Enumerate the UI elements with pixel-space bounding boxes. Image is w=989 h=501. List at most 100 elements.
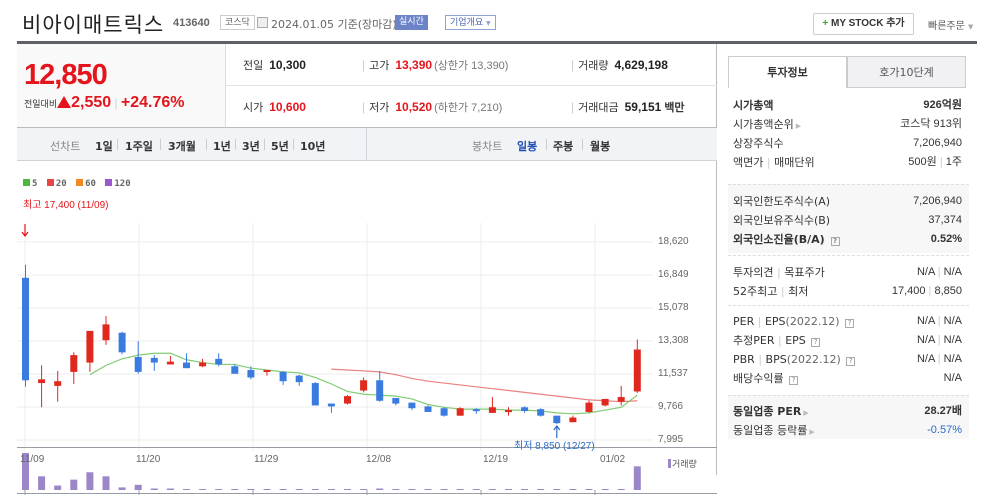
chevron-down-icon: ▼	[968, 23, 974, 31]
x-tick: 12/08	[366, 454, 392, 465]
info-row[interactable]: PER | EPS(2022.12) ? N/A | N/A	[728, 312, 969, 331]
volume-swatch	[668, 459, 671, 468]
info-label: 동일업종 PER ▶	[733, 405, 809, 418]
header-divider	[17, 41, 977, 44]
plus-icon: +	[822, 18, 829, 29]
volume: | 거래량 4,629,198	[571, 58, 668, 72]
info-label: 배당수익률 ?	[733, 369, 799, 388]
info-value: N/A | N/A	[916, 353, 962, 365]
info-row[interactable]: 추정PER | EPS ? N/A | N/A	[728, 331, 969, 350]
realtime-button[interactable]: 실시간	[395, 15, 428, 30]
period-10y[interactable]: 10년	[300, 140, 326, 153]
info-row: 외국인보유주식수(B) 37,374	[728, 211, 969, 230]
arrow-right-icon[interactable]: ▶	[803, 409, 809, 417]
help-icon[interactable]: ?	[846, 357, 856, 366]
high-price: | 고가 13,390 (상한가 13,390)	[362, 58, 509, 72]
y-tick: 9,766	[658, 401, 684, 412]
stats-row-1: 전일 10,300 | 고가 13,390 (상한가 13,390) | 거래량 4,629…	[226, 44, 717, 86]
info-row: 52주최고 | 최저 17,400 | 8,850	[728, 282, 969, 301]
help-icon[interactable]: ?	[789, 376, 799, 385]
ma5-swatch	[23, 179, 30, 186]
info-value: N/A | N/A	[916, 334, 962, 346]
market-badge: 코스닥	[220, 15, 255, 30]
chart-canvas[interactable]	[17, 161, 717, 501]
info-row: 외국인한도주식수(A) 7,206,940	[728, 192, 969, 211]
help-icon[interactable]: ?	[830, 237, 840, 246]
info-row[interactable]: 동일업종 등락률 ▶ -0.57%	[728, 421, 969, 440]
quote-panel: 12,850 전일대비 2,550 | +24.76% 전일 10,300 | 고가 13,…	[17, 44, 717, 495]
stats-row-2: 시가 10,600 | 저가 10,520 (하한가 7,210) | 거래대금 59,15…	[226, 86, 717, 128]
x-tick: 01/02	[600, 454, 626, 465]
info-value: N/A	[943, 372, 962, 384]
y-tick: 7,995	[658, 434, 684, 445]
industry-section: 동일업종 PER ▶ 28.27배 동일업종 등락률 ▶ -0.57%	[728, 395, 969, 439]
info-label: 투자의견 | 목표주가	[733, 266, 825, 279]
period-5y[interactable]: 5년	[271, 140, 289, 153]
info-label: 시가총액순위 ▶	[733, 118, 802, 131]
info-row[interactable]: 시가총액순위 ▶ 코스닥 913위	[728, 115, 969, 134]
tab-investment-info[interactable]: 투자정보	[728, 56, 847, 88]
period-weekly[interactable]: 주봉	[553, 140, 574, 153]
help-icon[interactable]: ?	[811, 338, 821, 347]
ma60-swatch	[76, 179, 84, 186]
prev-close: 전일 10,300	[243, 58, 306, 72]
period-monthly[interactable]: 월봉	[590, 140, 611, 153]
arrow-right-icon[interactable]: ▶	[795, 122, 802, 130]
info-label: PBR | BPS(2022.12) ?	[733, 350, 856, 369]
candlestick-chart[interactable]: 5 20 60 120 최고 17,400 (11/09) 최저 8,850 (…	[17, 161, 717, 495]
info-row[interactable]: 외국인소진율(B/A) ? 0.52%	[728, 230, 969, 249]
info-label: 외국인소진율(B/A) ?	[733, 230, 840, 249]
price-stats: 전일 10,300 | 고가 13,390 (상한가 13,390) | 거래량 4,629…	[226, 44, 717, 128]
stock-name: 비아이매트릭스	[22, 13, 165, 37]
info-row: 시가총액 926억원	[728, 96, 969, 115]
trade-value: | 거래대금 59,151 백만	[571, 100, 685, 114]
ma20-swatch	[46, 179, 54, 186]
y-tick: 15,078	[658, 302, 689, 313]
info-label: 시가총액	[733, 99, 774, 112]
info-value: 0.52%	[930, 233, 962, 245]
price-change: 전일대비 2,550 | +24.76%	[24, 94, 185, 112]
period-1w[interactable]: 1주일	[125, 140, 153, 153]
info-row[interactable]: 배당수익률 ? N/A	[728, 369, 969, 388]
info-label: PER | EPS(2022.12) ?	[733, 312, 855, 331]
period-1d[interactable]: 1일	[95, 140, 113, 153]
info-value: 17,400 | 8,850	[891, 285, 962, 297]
info-value: 28.27배	[924, 405, 962, 417]
change-amount: 2,550	[71, 94, 112, 111]
open-price: 시가 10,600	[243, 100, 306, 114]
stock-header: 비아이매트릭스 413640 코스닥 2024.01.05 기준(장마감) 실시…	[0, 0, 989, 42]
company-overview-dropdown[interactable]: 기업개요 ▼	[445, 15, 496, 30]
info-row[interactable]: 동일업종 PER ▶ 28.27배	[728, 402, 969, 421]
period-3y[interactable]: 3년	[242, 140, 260, 153]
info-value: 37,374	[928, 214, 962, 226]
calendar-icon	[257, 17, 268, 28]
add-mystock-button[interactable]: + MY STOCK 추가	[813, 13, 914, 35]
high-annotation: 최고 17,400 (11/09)	[23, 200, 109, 211]
x-tick: 11/29	[254, 454, 279, 465]
add-mystock-label: MY STOCK 추가	[831, 18, 905, 29]
y-tick: 18,620	[658, 236, 689, 247]
quick-order-label: 빠른주문	[928, 21, 965, 32]
opinion-section: 투자의견 | 목표주가 N/A | N/A 52주최고 | 최저 17,400 | 8…	[728, 255, 969, 303]
period-3m[interactable]: 3개월	[168, 140, 196, 153]
investment-info-panel: 투자정보 호가10단계 시가총액 926억원 시가총액순위 ▶ 코스닥 913위 상장주식…	[728, 56, 969, 456]
help-icon[interactable]: ?	[845, 319, 855, 328]
info-label: 외국인보유주식수(B)	[733, 214, 831, 227]
x-tick: 11/20	[136, 454, 161, 465]
valuation-section: PER | EPS(2022.12) ? N/A | N/A 추정PER | EPS…	[728, 305, 969, 391]
info-row[interactable]: PBR | BPS(2022.12) ? N/A | N/A	[728, 350, 969, 369]
ma-legend: 5 20 60 120	[23, 179, 131, 189]
current-price: 12,850	[24, 59, 108, 91]
info-label: 외국인한도주식수(A)	[733, 195, 831, 208]
period-1y[interactable]: 1년	[213, 140, 231, 153]
arrow-right-icon[interactable]: ▶	[809, 428, 815, 436]
ma120-swatch	[105, 179, 113, 186]
info-value: -0.57%	[927, 424, 962, 436]
info-value: N/A | N/A	[916, 315, 962, 327]
market-cap-section: 시가총액 926억원 시가총액순위 ▶ 코스닥 913위 상장주식수 7,206,940 액면…	[728, 96, 969, 172]
foreign-ownership-section: 외국인한도주식수(A) 7,206,940 외국인보유주식수(B) 37,374 외국인…	[728, 184, 969, 253]
tab-order-book[interactable]: 호가10단계	[847, 56, 966, 88]
quick-order-dropdown[interactable]: 빠른주문 ▼	[928, 17, 973, 32]
period-daily[interactable]: 일봉	[517, 140, 538, 153]
info-value: 7,206,940	[913, 137, 962, 149]
